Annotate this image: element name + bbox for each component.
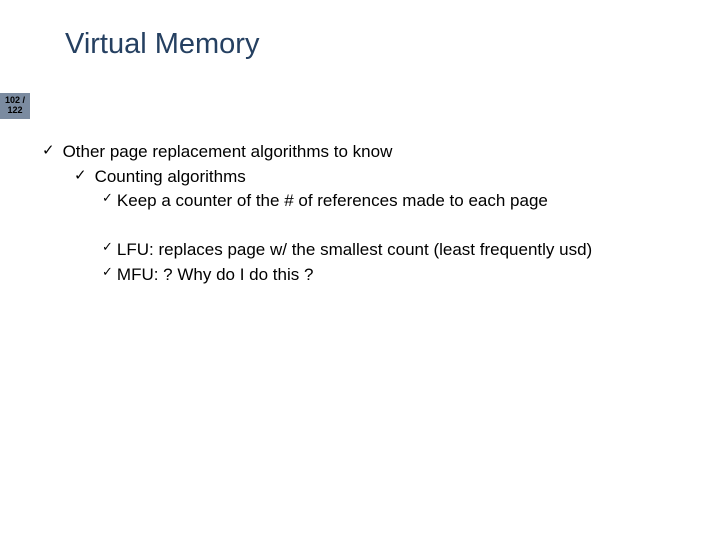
bullet-text: Other page replacement algorithms to kno… [63,140,393,165]
bullet-text: LFU: replaces page w/ the smallest count… [117,238,592,263]
bullet-level-2: ✓ MFU: ? Why do I do this ? [102,263,700,288]
page-number-badge: 102 / 122 [0,93,30,119]
check-icon: ✓ [42,140,55,162]
bullet-level-1: ✓ Counting algorithms [74,165,700,190]
spacing [42,214,700,238]
bullet-level-2: ✓ Keep a counter of the # of references … [102,189,700,214]
bullet-text: Counting algorithms [95,165,246,190]
bullet-text: MFU: ? Why do I do this ? [117,263,314,288]
bullet-text: Keep a counter of the # of references ma… [117,189,548,214]
slide: Virtual Memory 102 / 122 ✓ Other page re… [0,0,720,540]
check-icon: ✓ [102,238,113,257]
content-area: ✓ Other page replacement algorithms to k… [42,140,700,287]
page-total: 122 [0,106,30,116]
check-icon: ✓ [102,189,113,208]
slide-title: Virtual Memory [65,28,259,61]
check-icon: ✓ [102,263,113,282]
bullet-level-2: ✓ LFU: replaces page w/ the smallest cou… [102,238,700,263]
bullet-level-0: ✓ Other page replacement algorithms to k… [42,140,700,165]
check-icon: ✓ [74,165,87,187]
